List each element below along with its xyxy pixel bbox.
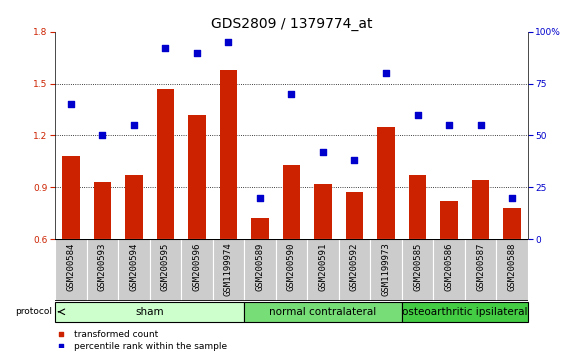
Point	[318, 149, 328, 155]
Bar	[402, 239, 433, 301]
Point	[193, 50, 202, 56]
Bar	[503, 208, 521, 239]
Bar	[188, 115, 205, 239]
Text: GSM200591: GSM200591	[318, 242, 328, 291]
Bar	[496, 239, 528, 301]
Bar	[251, 218, 269, 239]
Text: osteoarthritic ipsilateral: osteoarthritic ipsilateral	[402, 307, 528, 317]
Bar	[86, 239, 118, 301]
Bar	[220, 70, 237, 239]
Text: sham: sham	[135, 307, 164, 317]
Point	[57, 331, 66, 337]
Bar	[55, 239, 86, 301]
Bar	[244, 302, 402, 322]
Bar	[433, 239, 465, 301]
Point	[287, 91, 296, 97]
Point	[161, 46, 170, 51]
Bar	[370, 239, 402, 301]
Bar	[244, 239, 276, 301]
Point	[97, 133, 107, 138]
Text: normal contralateral: normal contralateral	[269, 307, 376, 317]
Point	[224, 39, 233, 45]
Bar	[440, 201, 458, 239]
Text: GSM200588: GSM200588	[508, 242, 517, 291]
Point	[129, 122, 139, 128]
Bar	[62, 156, 79, 239]
Text: GSM200586: GSM200586	[444, 242, 454, 291]
Bar	[125, 175, 143, 239]
Point	[57, 343, 66, 349]
Bar	[283, 165, 300, 239]
Bar	[346, 193, 363, 239]
Bar	[181, 239, 213, 301]
Bar	[472, 181, 489, 239]
Text: transformed count: transformed count	[74, 330, 158, 339]
Bar	[150, 239, 181, 301]
Text: GSM200594: GSM200594	[129, 242, 139, 291]
Bar	[339, 239, 370, 301]
Text: GSM200592: GSM200592	[350, 242, 359, 291]
Point	[444, 122, 454, 128]
Bar	[465, 239, 496, 301]
Point	[382, 70, 391, 76]
Bar	[402, 302, 528, 322]
Text: GSM200595: GSM200595	[161, 242, 170, 291]
Bar	[213, 239, 244, 301]
Text: GSM200590: GSM200590	[287, 242, 296, 291]
Text: GSM200584: GSM200584	[66, 242, 75, 291]
Text: GSM200596: GSM200596	[193, 242, 201, 291]
Text: GSM200593: GSM200593	[98, 242, 107, 291]
Text: GSM200589: GSM200589	[255, 242, 264, 291]
Text: GSM200585: GSM200585	[413, 242, 422, 291]
Point	[66, 102, 75, 107]
Bar	[118, 239, 150, 301]
Point	[476, 122, 485, 128]
Point	[508, 195, 517, 200]
Text: GSM200587: GSM200587	[476, 242, 485, 291]
Bar	[378, 127, 394, 239]
Point	[413, 112, 422, 118]
Text: protocol: protocol	[15, 307, 52, 316]
Bar	[314, 184, 332, 239]
Bar	[307, 239, 339, 301]
Bar	[276, 239, 307, 301]
Bar	[55, 302, 244, 322]
Text: percentile rank within the sample: percentile rank within the sample	[74, 342, 227, 350]
Text: GSM1199973: GSM1199973	[382, 242, 390, 296]
Text: GSM1199974: GSM1199974	[224, 242, 233, 296]
Title: GDS2809 / 1379774_at: GDS2809 / 1379774_at	[211, 17, 372, 31]
Bar	[94, 182, 111, 239]
Point	[350, 158, 359, 163]
Bar	[409, 175, 426, 239]
Point	[255, 195, 264, 200]
Bar	[157, 89, 174, 239]
